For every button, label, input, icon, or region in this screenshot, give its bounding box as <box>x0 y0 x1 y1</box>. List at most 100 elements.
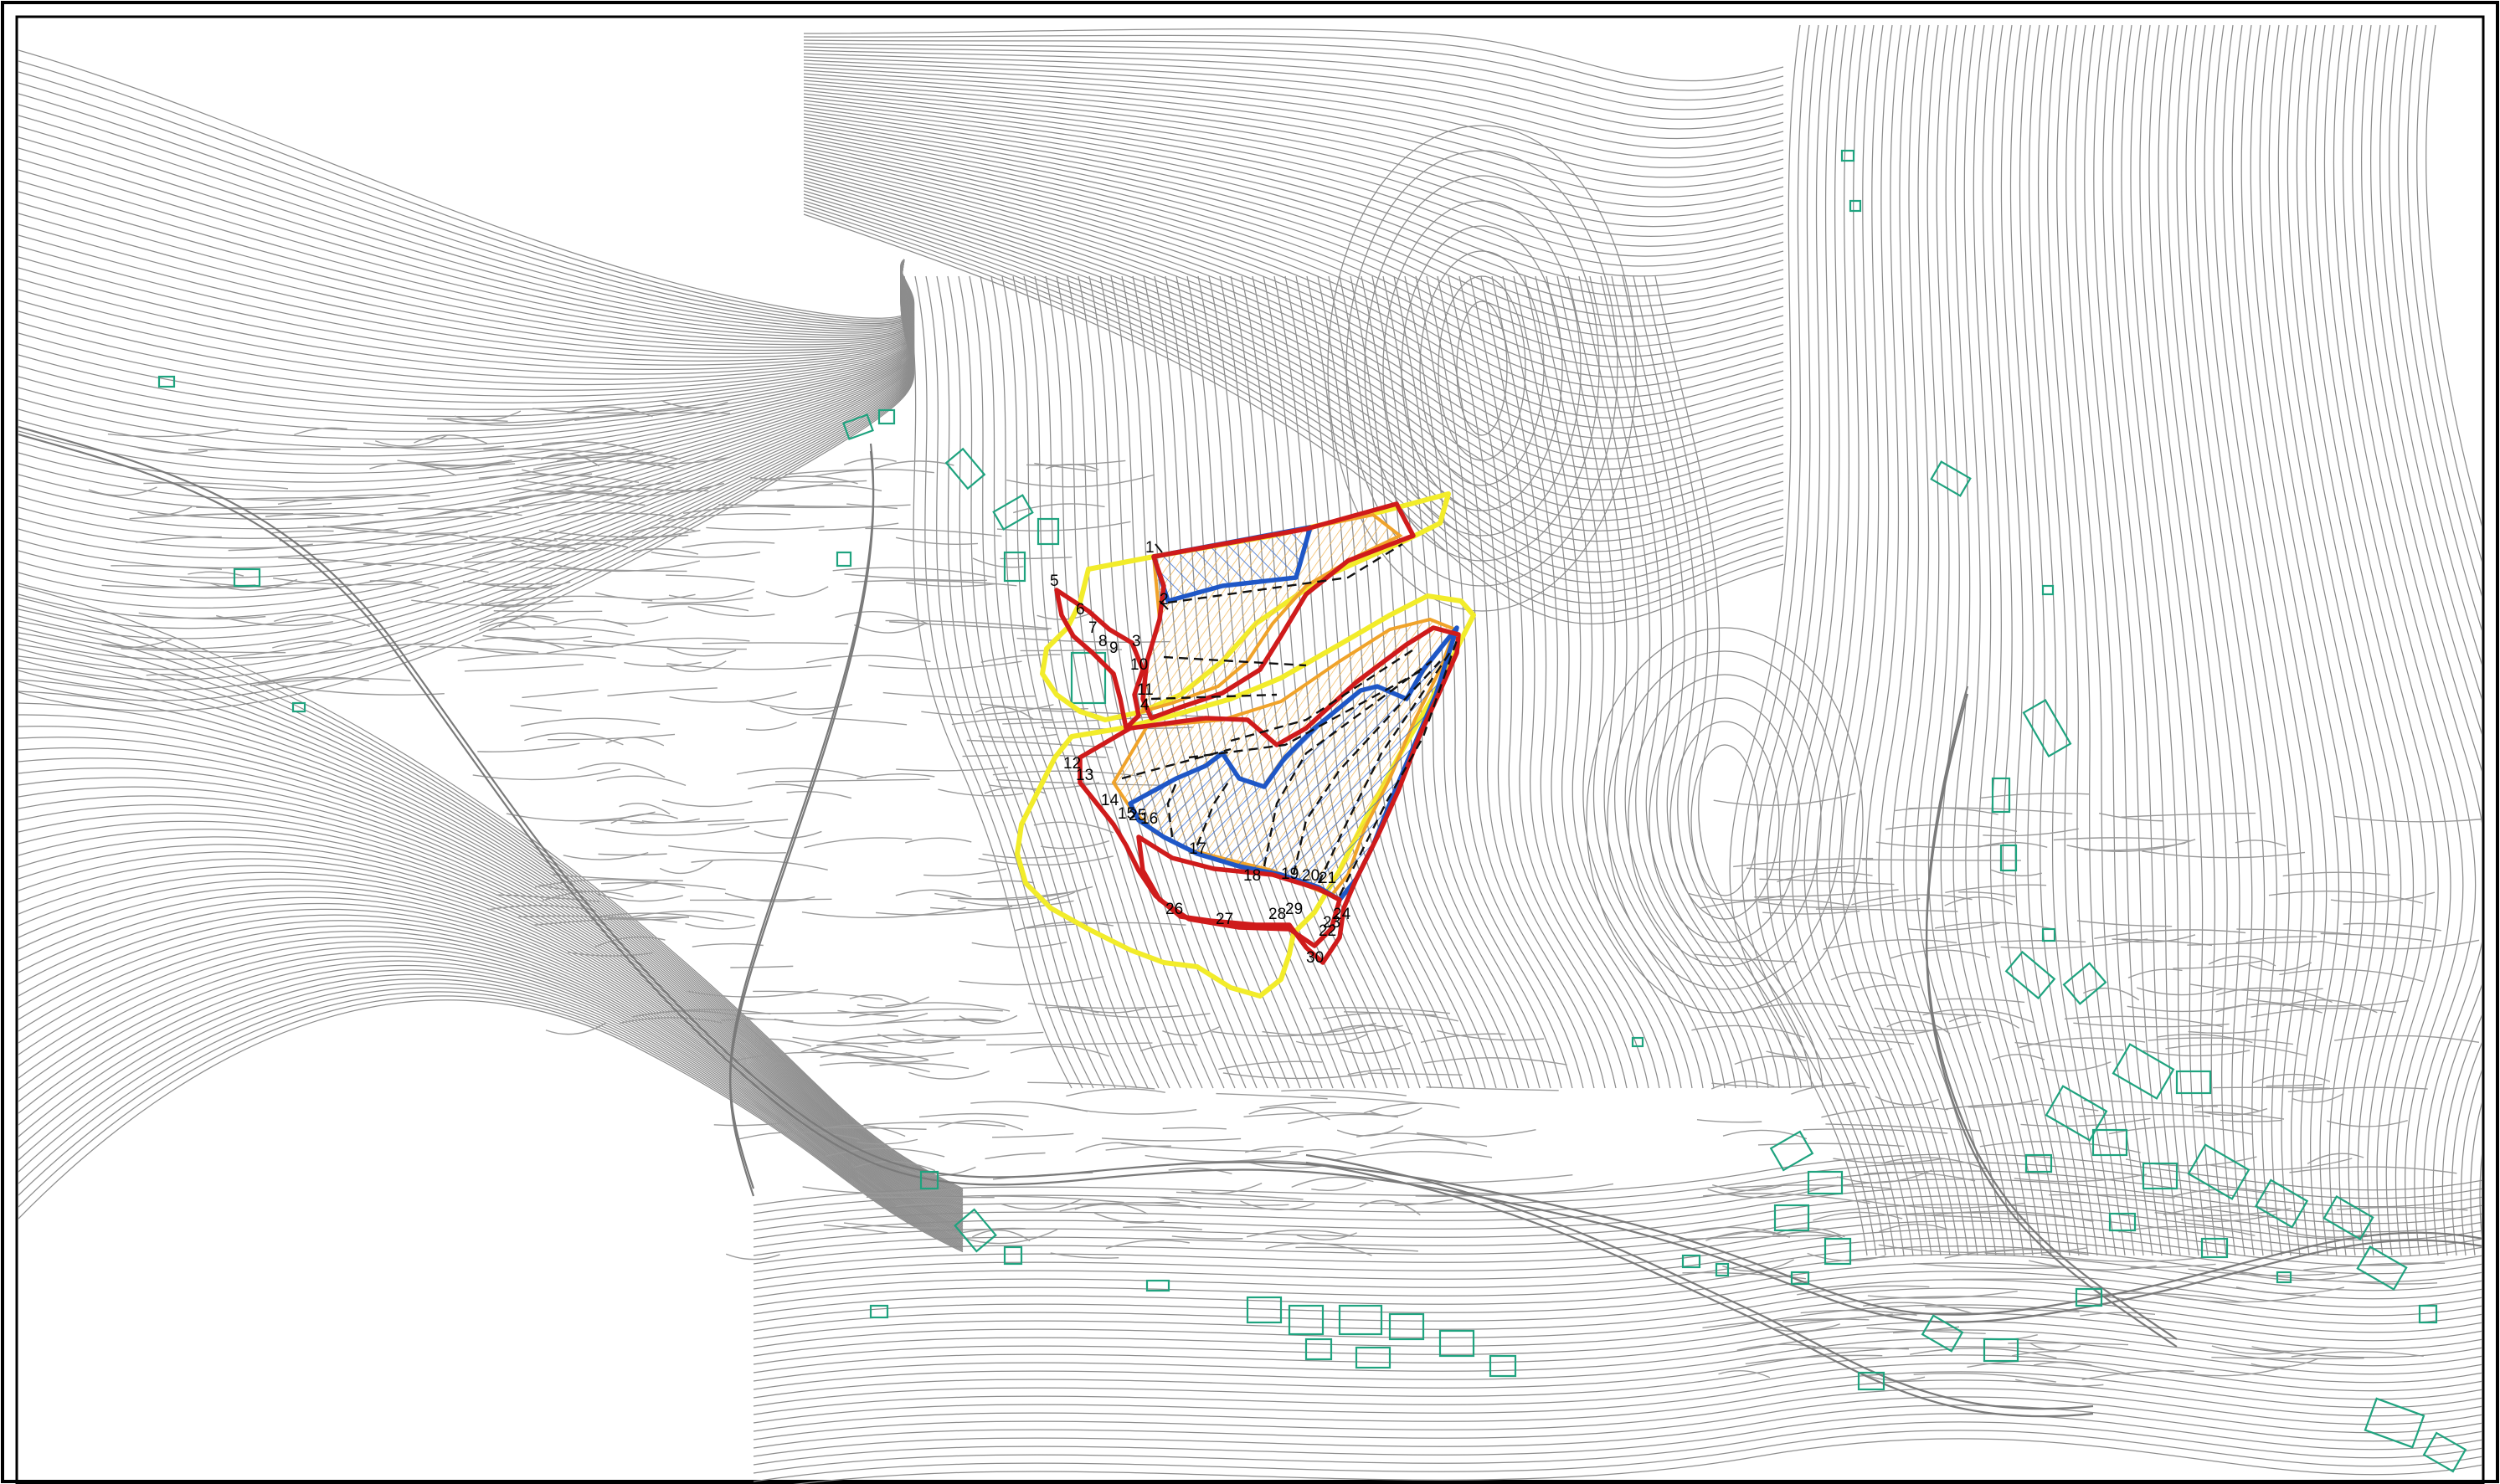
terrace-line <box>1718 1369 1771 1379</box>
terrace-line <box>2084 842 2186 851</box>
building <box>2022 699 2072 757</box>
contour-line <box>2268 24 2377 1256</box>
terrace-line <box>1679 1235 1840 1240</box>
terrace-line <box>2011 1350 2081 1357</box>
terrace-line <box>1746 865 1854 870</box>
contour-line <box>18 60 915 321</box>
terrace-line <box>1340 1042 1411 1055</box>
contour-line <box>18 991 964 1250</box>
contour-line <box>1067 275 1236 1089</box>
terrace-line <box>702 642 849 644</box>
terrace-line <box>668 588 754 600</box>
section-label: 4 <box>1140 696 1150 714</box>
contour-line <box>2176 24 2255 1256</box>
terrace-line <box>2181 1213 2277 1223</box>
terrace-line <box>493 610 603 613</box>
building <box>157 375 176 388</box>
contour-line <box>18 955 964 1241</box>
terrace-line <box>2251 1008 2397 1018</box>
contour-line <box>1767 24 1896 1256</box>
contour-line <box>2323 24 2451 1256</box>
terrace-line <box>1027 1081 1155 1090</box>
contour-line <box>803 63 1784 168</box>
building <box>233 567 261 588</box>
section-lines <box>1121 542 1458 896</box>
terrace-line <box>196 502 332 509</box>
contour-line <box>1754 24 1886 1256</box>
contour-line <box>2121 24 2199 1256</box>
terrace-line <box>854 623 925 634</box>
contour-line <box>803 80 1784 218</box>
terrace-line <box>2211 1345 2293 1355</box>
terrace-line <box>2266 1083 2323 1087</box>
terrace-line <box>889 621 1049 630</box>
contour-line <box>1556 275 1726 1089</box>
contour-line <box>1426 275 1595 1089</box>
contour-line <box>18 679 964 1199</box>
contour-line <box>803 96 1784 267</box>
terrace-line <box>1059 1202 1201 1212</box>
terrace-line <box>875 906 1013 916</box>
terrace-line <box>607 687 718 697</box>
terrace-line <box>1033 821 1114 834</box>
red-boundary-rim <box>1136 834 1342 948</box>
terrace-line <box>687 606 775 617</box>
terrace-line <box>713 1118 808 1127</box>
contour-line <box>1741 24 1877 1256</box>
terrace-line <box>1015 922 1114 932</box>
building <box>1983 1338 2019 1363</box>
section-label: 8 <box>1098 633 1108 650</box>
contour-line <box>18 71 915 323</box>
terrace-line <box>659 512 791 523</box>
terrace-line <box>1852 983 1921 992</box>
section-label: 17 <box>1189 840 1206 858</box>
section-label: 15 <box>1118 805 1135 823</box>
road-network <box>18 425 2482 1418</box>
terrace-line <box>415 533 478 542</box>
terrace-line <box>2014 1041 2124 1051</box>
building <box>2175 1070 2212 1095</box>
contour-line <box>2416 24 2482 562</box>
terrace-line <box>1945 884 2047 893</box>
terrace-line <box>1745 1354 1883 1365</box>
contour-line <box>1589 275 1758 1089</box>
terrace-line <box>2125 1156 2257 1167</box>
terrace-line <box>1367 1072 1463 1076</box>
contour-line <box>753 1388 2482 1440</box>
contour-line <box>1865 24 1969 1256</box>
contour-line <box>1404 275 1573 1089</box>
road <box>1305 1153 2094 1410</box>
building <box>1145 1279 1170 1292</box>
building <box>944 447 986 490</box>
contour-line <box>18 259 915 440</box>
contour-line <box>1401 225 1563 511</box>
terrace-line <box>577 763 666 778</box>
terrace-line <box>2251 1358 2319 1368</box>
contour-line <box>753 1271 2482 1323</box>
terrace-line <box>1863 1302 1975 1315</box>
terrace-line <box>689 898 832 901</box>
terrace-line <box>777 485 882 492</box>
contour-line <box>1778 24 1905 1256</box>
terrace-line <box>350 516 493 526</box>
terrace-line <box>604 616 669 624</box>
contour-line <box>18 259 915 380</box>
terrace-line <box>129 512 294 520</box>
terrace-line <box>938 788 1023 797</box>
building <box>2187 1143 2251 1200</box>
contour-line <box>18 844 964 1219</box>
contour-line <box>2204 24 2290 1256</box>
terrace-line <box>2142 850 2306 859</box>
contour-line <box>803 200 1784 583</box>
terrace-line <box>1696 1119 1762 1123</box>
terrace-line <box>757 504 911 509</box>
contour-line <box>803 123 1784 347</box>
contour-line <box>1513 275 1682 1089</box>
terrace-line <box>669 691 797 703</box>
terrace-line <box>1162 1127 1227 1130</box>
terrace-line <box>2080 1312 2156 1317</box>
terrace-line <box>2173 1189 2268 1197</box>
building <box>836 551 852 567</box>
contour-line <box>803 53 1784 140</box>
contour-line <box>803 170 1784 490</box>
